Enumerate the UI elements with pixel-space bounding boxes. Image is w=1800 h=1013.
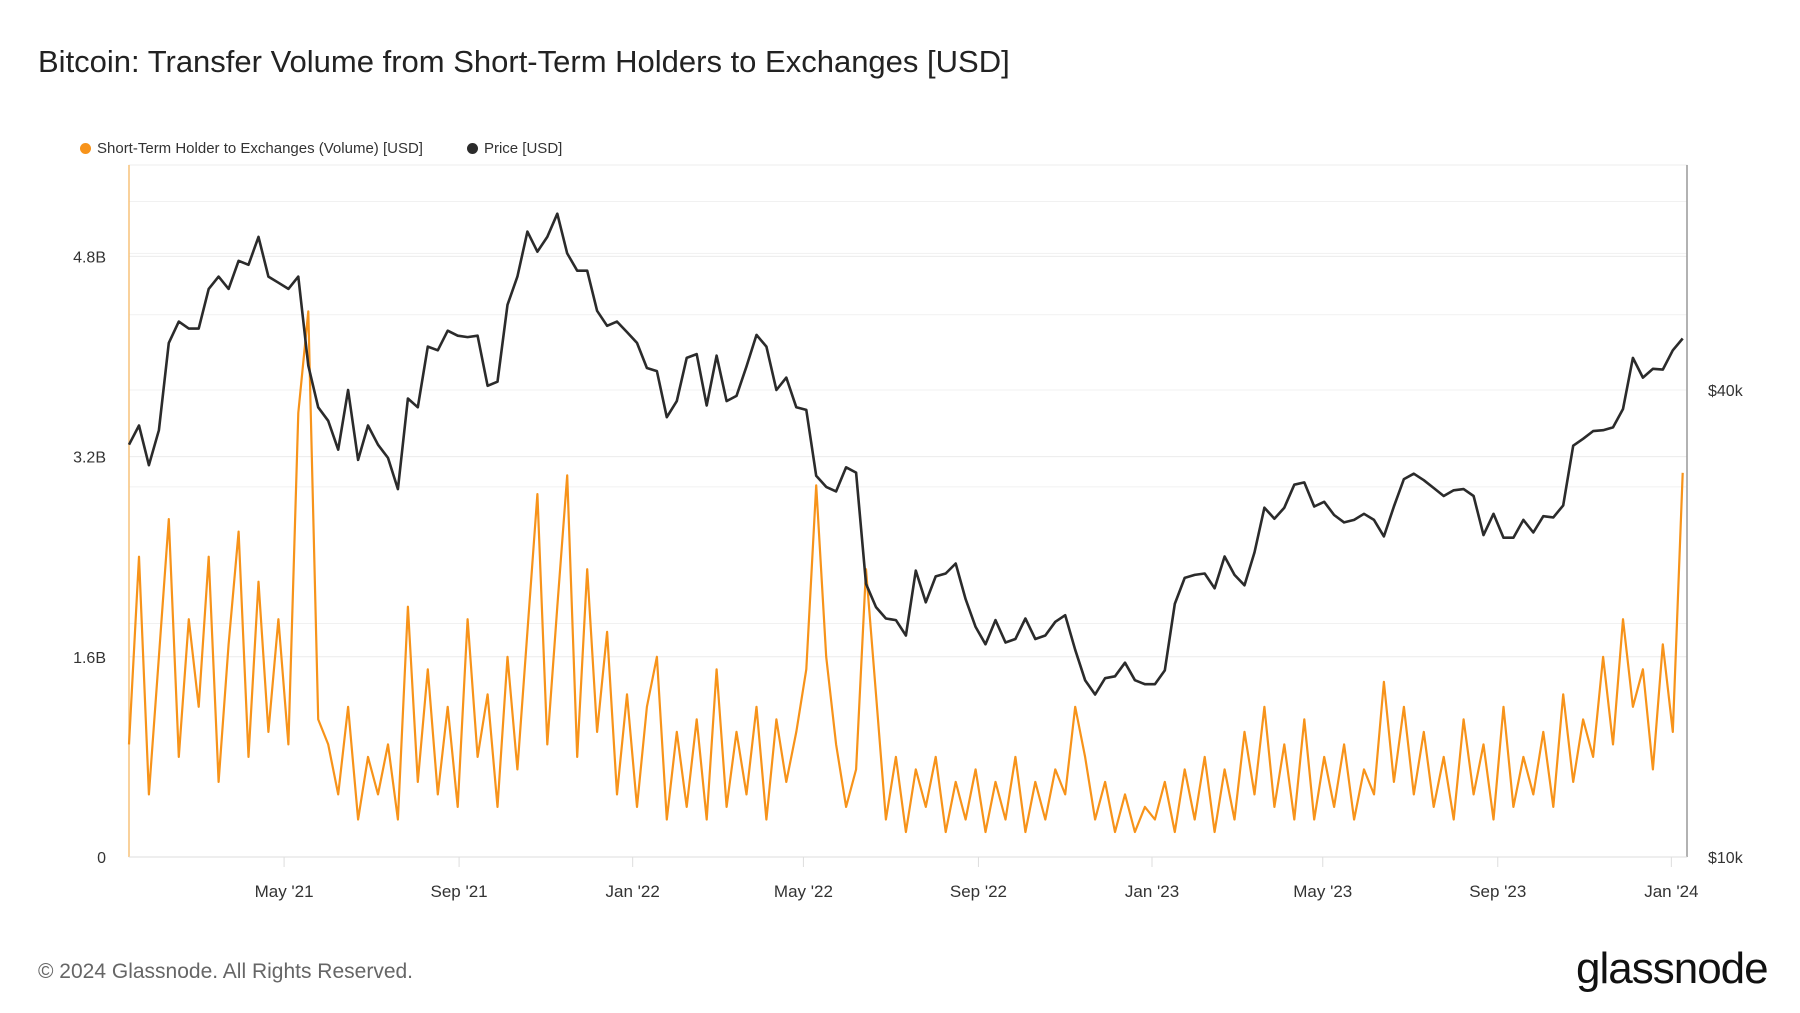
x-tick-label: Jan '22 bbox=[606, 882, 660, 901]
y-right-tick-label: $40k bbox=[1708, 383, 1744, 400]
x-tick-label: May '22 bbox=[774, 882, 833, 901]
chart-title: Bitcoin: Transfer Volume from Short-Term… bbox=[38, 44, 1010, 79]
legend-label-volume: Short-Term Holder to Exchanges (Volume) … bbox=[97, 140, 423, 157]
legend-label-price: Price [USD] bbox=[483, 140, 563, 157]
legend: Short-Term Holder to Exchanges (Volume) … bbox=[80, 140, 562, 157]
x-tick-label: Sep '22 bbox=[950, 882, 1007, 901]
legend-item-price[interactable]: Price [USD] bbox=[466, 140, 563, 157]
copyright: © 2024 Glassnode. All Rights Reserved. bbox=[38, 960, 414, 983]
series-line-volume bbox=[127, 310, 1684, 834]
x-tick-label: Jan '23 bbox=[1125, 882, 1179, 901]
legend-dot-price-icon bbox=[466, 143, 478, 154]
x-tick-label: Sep '23 bbox=[1469, 882, 1526, 901]
y-left-tick-label: 0 bbox=[97, 850, 106, 867]
plot-frame bbox=[128, 164, 1688, 858]
legend-item-volume[interactable]: Short-Term Holder to Exchanges (Volume) … bbox=[80, 140, 423, 157]
y-left-tick-label: 3.2B bbox=[73, 450, 106, 467]
series-line-price bbox=[127, 212, 1684, 696]
glassnode-logo: glassnode bbox=[1576, 944, 1769, 993]
x-tick-label: May '23 bbox=[1293, 882, 1352, 901]
y-left-tick-label: 1.6B bbox=[73, 650, 106, 667]
y-left-tick-label: 4.8B bbox=[73, 249, 106, 266]
legend-dot-volume-icon bbox=[80, 143, 91, 154]
x-tick-label: May '21 bbox=[255, 882, 314, 901]
x-tick-label: Jan '24 bbox=[1644, 882, 1698, 901]
y-right-tick-label: $10k bbox=[1708, 850, 1744, 867]
x-tick-label: Sep '21 bbox=[431, 882, 488, 901]
